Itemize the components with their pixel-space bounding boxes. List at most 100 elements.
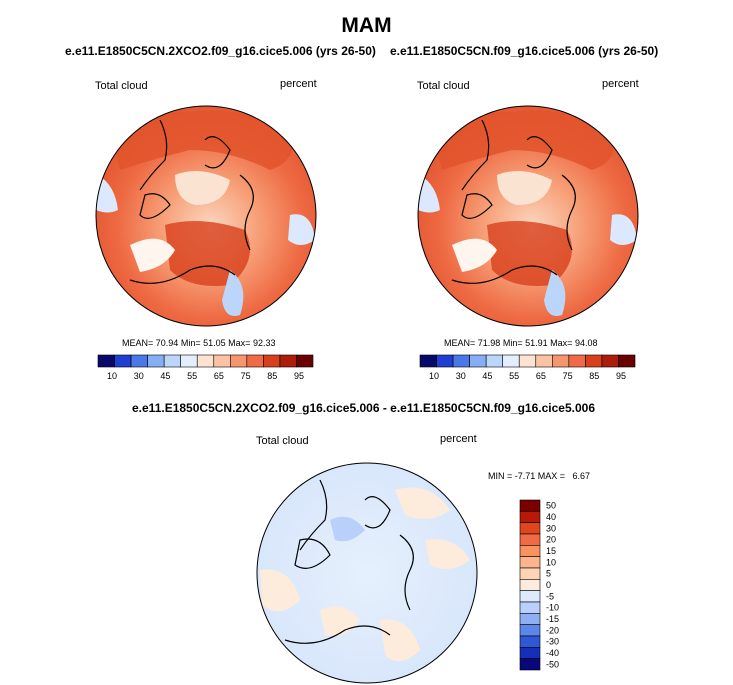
colorbar-tick-label: 15 <box>546 546 556 556</box>
panel-left-units: percent <box>280 78 317 90</box>
colorbar-swatch <box>230 354 248 368</box>
colorbar-swatch <box>618 354 636 368</box>
mean-value: 71.98 <box>477 338 501 348</box>
colorbar-tick-label: 45 <box>160 371 170 381</box>
colorbar-tick-label: 20 <box>546 535 556 545</box>
colorbar-swatch <box>296 354 314 368</box>
colorbar-swatch <box>519 533 541 546</box>
colorbar-tick-label: 65 <box>536 371 546 381</box>
diff-stats: MIN = -7.71 MAX = 6.67 <box>488 471 591 481</box>
colorbar-right: 10 30 45 55 65 75 85 95 <box>419 354 636 381</box>
colorbar-tick-label: 85 <box>589 371 599 381</box>
colorbar-tick-label: 30 <box>546 523 556 533</box>
colorbar-tick-label: -40 <box>546 648 559 658</box>
colorbar-tick-label: 75 <box>241 371 251 381</box>
colorbar-swatch <box>519 522 541 535</box>
colorbar-swatch <box>535 354 553 368</box>
mean-label: MEAN= <box>122 338 154 348</box>
colorbar-tick-label: 55 <box>187 371 197 381</box>
max-label: Max= <box>550 338 573 348</box>
panel-left-variable: Total cloud <box>95 80 148 92</box>
colorbar-swatch <box>147 354 165 368</box>
mean-label: MEAN= <box>444 338 476 348</box>
colorbar-tick-label: -30 <box>546 637 559 647</box>
colorbar-tick-label: 30 <box>134 371 144 381</box>
panel-right-stats: MEAN= 71.98 Min= 51.91 Max= 94.08 <box>444 338 597 348</box>
panel-right-units: percent <box>602 78 639 90</box>
colorbar-tick-label: 45 <box>482 371 492 381</box>
colorbar-swatch <box>519 601 541 614</box>
colorbar-swatch <box>180 354 198 368</box>
colorbar-swatch <box>585 354 603 368</box>
min-value: 51.91 <box>525 338 548 348</box>
panel-right-case-label: e.e11.E1850C5CN.f09_g16.cice5.006 (yrs 2… <box>390 44 659 58</box>
max-value: 94.08 <box>574 338 598 348</box>
min-value: 51.05 <box>203 338 226 348</box>
colorbar-swatch <box>552 354 570 368</box>
colorbar-swatch <box>519 545 541 557</box>
colorbar-swatch <box>114 354 132 368</box>
colorbar-swatch <box>519 567 541 580</box>
colorbar-left: 10 30 45 55 65 75 85 95 <box>97 354 314 381</box>
colorbar-tick-label: 0 <box>546 580 551 590</box>
colorbar-swatch <box>519 635 541 648</box>
colorbar-tick-label: 5 <box>546 569 551 579</box>
colorbar-swatch <box>601 354 619 368</box>
colorbar-swatch <box>452 354 470 368</box>
map-left <box>95 105 317 327</box>
colorbar-swatch <box>519 499 541 512</box>
map-right <box>417 105 639 327</box>
colorbar-swatch <box>263 354 281 368</box>
colorbar-swatch <box>519 624 541 637</box>
colorbar-tick-label: 40 <box>546 512 556 522</box>
colorbar-tick-label: 50 <box>546 501 556 511</box>
colorbar-swatch <box>519 647 541 659</box>
colorbar-tick-label: 10 <box>546 557 556 567</box>
colorbar-swatch <box>469 354 487 368</box>
max-label: Max= <box>228 338 251 348</box>
colorbar-tick-label: -20 <box>546 625 559 635</box>
colorbar-swatch <box>518 354 537 368</box>
colorbar-swatch <box>163 354 181 368</box>
colorbar-swatch <box>213 354 231 368</box>
colorbar-tick-label: -5 <box>546 591 554 601</box>
colorbar-tick-label: -15 <box>546 614 559 624</box>
map-diff <box>256 462 478 684</box>
colorbar-tick-label: 65 <box>214 371 224 381</box>
figure-title: MAM <box>341 14 392 37</box>
colorbar-swatch <box>519 590 541 603</box>
colorbar-tick-label: 10 <box>429 371 439 381</box>
colorbar-tick-label: 10 <box>107 371 117 381</box>
colorbar-swatch <box>436 354 454 368</box>
colorbar-tick-label: -50 <box>546 659 559 669</box>
colorbar-tick-label: 75 <box>563 371 573 381</box>
max-value: 92.33 <box>252 338 276 348</box>
colorbar-tick-label: 30 <box>456 371 466 381</box>
colorbar-swatch <box>519 556 541 569</box>
colorbar-swatch <box>130 354 148 368</box>
diff-units: percent <box>440 433 477 445</box>
colorbar-swatch <box>519 658 541 671</box>
colorbar-swatch <box>97 354 115 368</box>
colorbar-swatch <box>279 354 297 368</box>
colorbar-swatch <box>519 511 541 523</box>
panel-left-stats: MEAN= 70.94 Min= 51.05 Max= 92.33 <box>122 338 275 348</box>
diff-variable: Total cloud <box>256 435 309 447</box>
colorbar-swatch <box>246 354 264 368</box>
colorbar-tick-label: -10 <box>546 603 559 613</box>
colorbar-swatch <box>196 354 215 368</box>
mean-value: 70.94 <box>155 338 179 348</box>
colorbar-tick-label: 95 <box>616 371 626 381</box>
panel-right-variable: Total cloud <box>417 80 470 92</box>
colorbar-tick-label: 95 <box>294 371 304 381</box>
colorbar-tick-label: 55 <box>509 371 519 381</box>
diff-title: e.e11.E1850C5CN.2XCO2.f09_g16.cice5.006 … <box>132 401 595 415</box>
colorbar-swatch <box>519 613 541 625</box>
colorbar-swatch <box>419 354 437 368</box>
colorbar-tick-label: 85 <box>267 371 277 381</box>
min-label: Min= <box>502 338 523 348</box>
min-label: Min= <box>180 338 201 348</box>
colorbar-swatch <box>485 354 503 368</box>
